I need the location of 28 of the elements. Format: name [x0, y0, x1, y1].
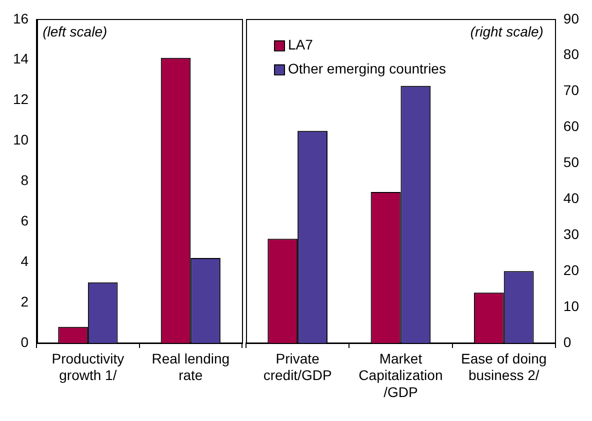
y2-tick-label: 20 — [563, 262, 580, 278]
y2-tick-label: 10 — [563, 298, 580, 314]
legend-label: Other emerging countries — [288, 60, 446, 76]
y2-tick-label: 90 — [563, 10, 580, 26]
y-tick-label: 8 — [20, 172, 29, 188]
y2-tick-label: 40 — [563, 190, 580, 206]
y2-tick-label: 0 — [563, 334, 572, 350]
y-tick-label: 2 — [20, 293, 29, 310]
y2-tick-label: 50 — [563, 154, 580, 170]
y-tick-label: 14 — [12, 50, 29, 67]
x-tick-label: Real lending rate — [152, 350, 230, 384]
y2-tick-label: 80 — [563, 46, 580, 62]
y-tick-label: 0 — [20, 334, 29, 350]
x-tick-label: Market Capitalization /GDP — [358, 350, 443, 400]
y2-tick-label: 30 — [563, 226, 580, 242]
annotation: (left scale) — [42, 23, 108, 40]
y-tick-label: 12 — [12, 91, 29, 108]
x-tick-label: Private credit/GDP — [263, 350, 332, 384]
annotation: (right scale) — [470, 23, 544, 40]
x-tick-label: Productivity growth 1/ — [52, 350, 124, 384]
y-tick-label: 16 — [12, 10, 29, 26]
y2-tick-label: 70 — [563, 82, 580, 98]
x-tick-label: Ease of doing business 2/ — [461, 350, 547, 384]
legend-label: LA7 — [288, 36, 314, 52]
y-tick-label: 4 — [20, 252, 29, 269]
y-tick-label: 6 — [20, 212, 29, 229]
y2-tick-label: 60 — [563, 118, 580, 134]
y-tick-label: 10 — [12, 132, 29, 148]
